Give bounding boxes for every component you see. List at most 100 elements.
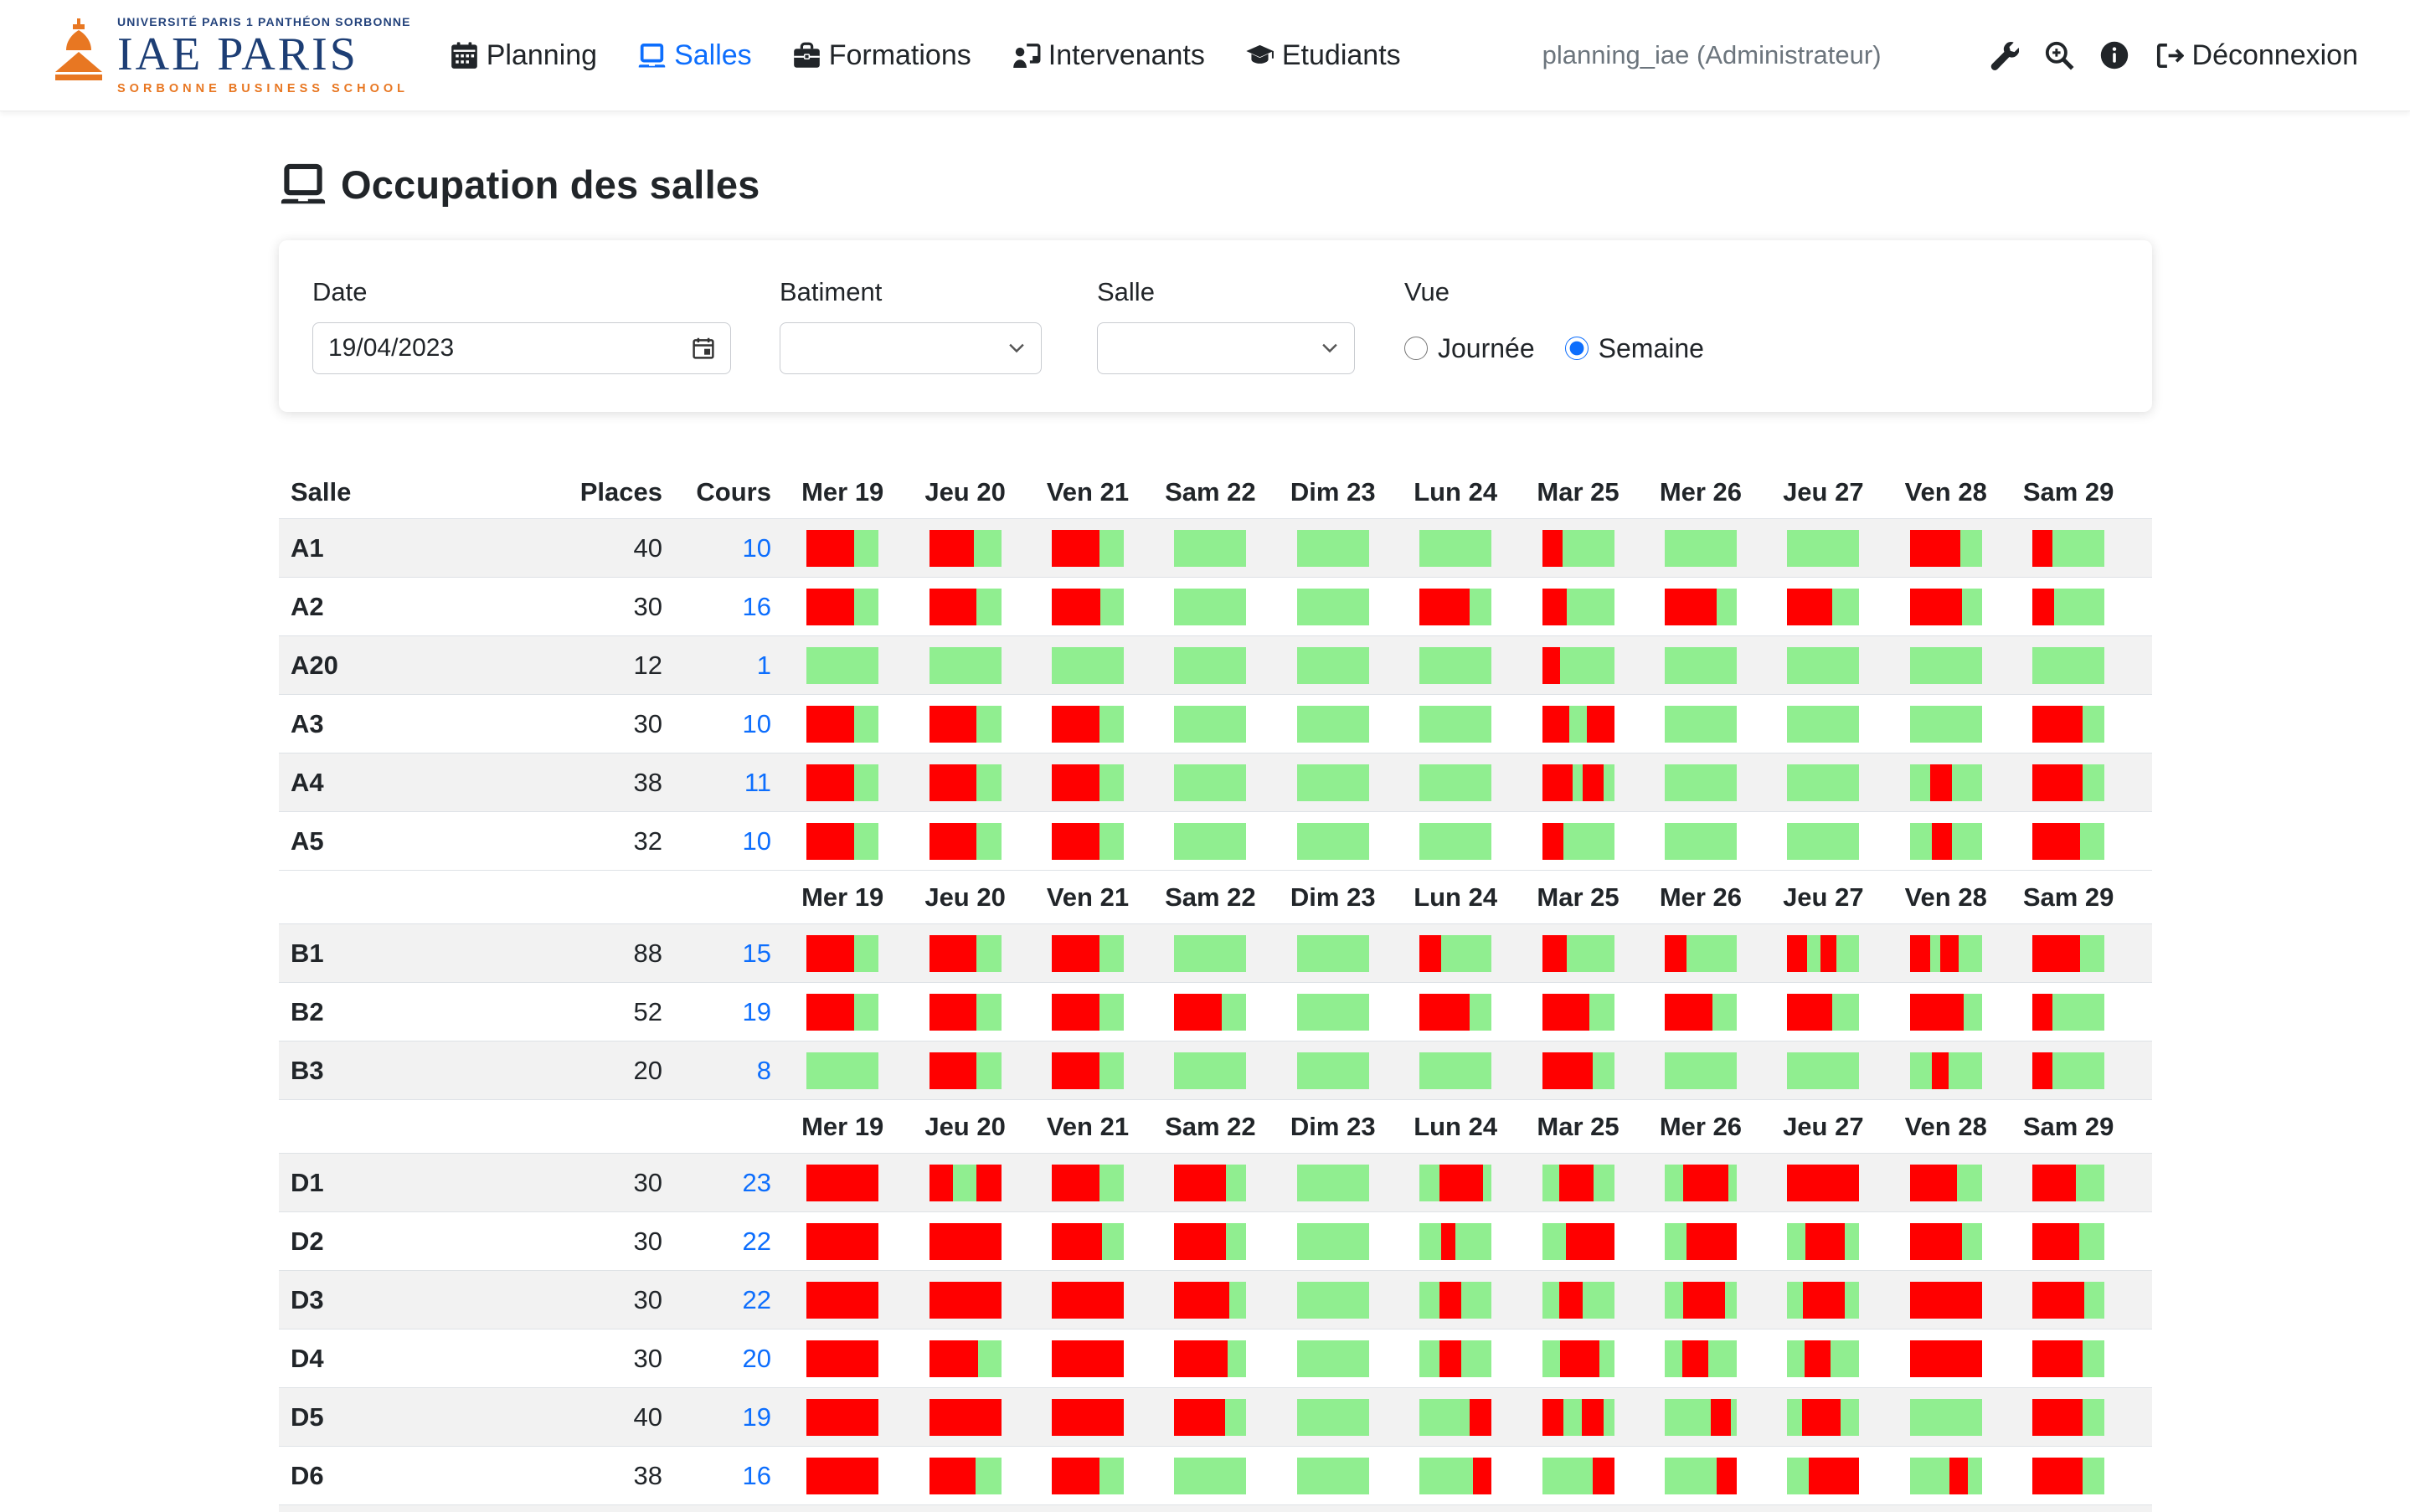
free-segment xyxy=(1296,705,1369,743)
day-cell xyxy=(1885,1340,2007,1377)
occupied-segment xyxy=(1174,1164,1227,1201)
occupancy-bar xyxy=(1174,1340,1247,1377)
nav-item-planning[interactable]: Planning xyxy=(450,39,597,72)
occupancy-bar xyxy=(806,1457,879,1494)
occupied-segment xyxy=(1051,822,1099,860)
places-cell: 38 xyxy=(633,767,662,797)
cours-link[interactable]: 11 xyxy=(744,767,771,797)
vue-semaine-label[interactable]: Semaine xyxy=(1598,332,1704,363)
cours-link[interactable]: 22 xyxy=(742,1284,771,1314)
nav-item-etudiants[interactable]: Etudiants xyxy=(1245,39,1401,72)
free-segment xyxy=(1419,529,1492,567)
cours-link[interactable]: 10 xyxy=(742,532,771,563)
free-segment xyxy=(1562,529,1614,567)
occupied-segment xyxy=(1051,993,1099,1031)
free-segment xyxy=(1099,993,1124,1031)
cours-link[interactable]: 15 xyxy=(742,938,771,968)
cours-link[interactable]: 22 xyxy=(742,1226,771,1256)
col-header-day: Lun 24 xyxy=(1414,882,1498,912)
col-header-day: Mar 25 xyxy=(1537,882,1620,912)
cours-link[interactable]: 8 xyxy=(756,1055,771,1085)
cours-link[interactable]: 16 xyxy=(742,1460,771,1490)
day-cell xyxy=(1517,1340,1639,1377)
nav-item-intervenants[interactable]: Intervenants xyxy=(1012,39,1205,72)
day-cell xyxy=(781,588,904,625)
cours-link[interactable]: 10 xyxy=(742,825,771,856)
info-icon[interactable] xyxy=(2099,40,2129,70)
occupied-segment xyxy=(2032,764,2083,801)
cours-link[interactable]: 23 xyxy=(742,1167,771,1197)
cours-link[interactable]: 16 xyxy=(742,591,771,621)
col-header-day: Ven 21 xyxy=(1046,476,1130,507)
free-segment xyxy=(976,588,1002,625)
occupied-segment xyxy=(2032,705,2083,743)
day-cell xyxy=(1272,1281,1394,1319)
occupancy-bar xyxy=(1909,993,1982,1031)
cours-link[interactable]: 1 xyxy=(756,650,771,680)
occupancy-bar xyxy=(1419,764,1492,801)
col-header-day: Sam 22 xyxy=(1165,882,1256,912)
occupied-segment xyxy=(1440,1222,1456,1260)
occupancy-bar xyxy=(1296,764,1369,801)
free-segment xyxy=(976,993,1002,1031)
day-cell xyxy=(904,529,1026,567)
brand-logo[interactable]: UNIVERSITÉ PARIS 1 PANTHÉON SORBONNE IAE… xyxy=(52,16,411,95)
free-segment xyxy=(1174,705,1247,743)
day-cell xyxy=(2007,705,2129,743)
calendar-picker-icon[interactable] xyxy=(692,337,715,360)
occupied-segment xyxy=(1787,1164,1860,1201)
day-cell xyxy=(1394,993,1517,1031)
day-cell xyxy=(1394,764,1517,801)
page-title-text: Occupation des salles xyxy=(341,162,760,207)
cours-link[interactable]: 19 xyxy=(742,996,771,1026)
date-input[interactable]: 19/04/2023 xyxy=(312,322,731,374)
free-segment xyxy=(1296,822,1369,860)
free-segment xyxy=(1099,764,1124,801)
cours-link[interactable]: 20 xyxy=(742,1343,771,1373)
nav-item-formations[interactable]: Formations xyxy=(792,39,971,72)
occupancy-bar xyxy=(1174,1052,1247,1089)
vue-journee-radio[interactable] xyxy=(1404,337,1428,360)
occupied-segment xyxy=(806,1340,879,1377)
day-cell xyxy=(1272,646,1394,684)
day-cell xyxy=(2007,588,2129,625)
partial-next-row xyxy=(279,1505,2152,1512)
day-cell xyxy=(904,764,1026,801)
free-segment xyxy=(1787,764,1860,801)
day-cell xyxy=(1762,1222,1884,1260)
day-cell xyxy=(1027,764,1149,801)
batiment-select[interactable] xyxy=(780,322,1042,374)
col-header-day: Mer 19 xyxy=(801,882,884,912)
occupancy-bar xyxy=(1664,1398,1737,1436)
vue-journee-label[interactable]: Journée xyxy=(1438,332,1535,363)
occupancy-bar xyxy=(1542,705,1614,743)
occupied-segment xyxy=(1542,993,1590,1031)
day-cell xyxy=(1027,1281,1149,1319)
salle-select[interactable] xyxy=(1097,322,1355,374)
free-segment xyxy=(2075,1164,2105,1201)
day-cell xyxy=(781,1222,904,1260)
day-cell xyxy=(904,1457,1026,1494)
logout-button[interactable]: Déconnexion xyxy=(2155,39,2358,72)
free-segment xyxy=(2083,1398,2105,1436)
vue-semaine-radio[interactable] xyxy=(1564,337,1589,360)
occupied-segment xyxy=(929,1222,1002,1260)
occupied-segment xyxy=(929,993,977,1031)
occupancy-bar xyxy=(1664,1457,1737,1494)
day-cell xyxy=(1149,529,1271,567)
occupied-segment xyxy=(1542,705,1570,743)
wrench-icon[interactable] xyxy=(1989,40,2019,70)
occupancy-bar xyxy=(1051,1281,1124,1319)
occupancy-bar xyxy=(2032,1052,2105,1089)
occupancy-bar xyxy=(1174,646,1247,684)
vue-radio-group: Journée Semaine xyxy=(1404,322,1704,374)
col-header-day: Dim 23 xyxy=(1290,1111,1376,1141)
day-cell xyxy=(1272,1222,1394,1260)
nav-item-salles[interactable]: Salles xyxy=(637,39,752,72)
zoom-in-icon[interactable] xyxy=(2044,40,2074,70)
occupancy-bar xyxy=(806,705,879,743)
col-header-day: Sam 29 xyxy=(2022,1111,2114,1141)
free-segment xyxy=(1909,705,1982,743)
cours-link[interactable]: 10 xyxy=(742,708,771,738)
cours-link[interactable]: 19 xyxy=(742,1401,771,1432)
